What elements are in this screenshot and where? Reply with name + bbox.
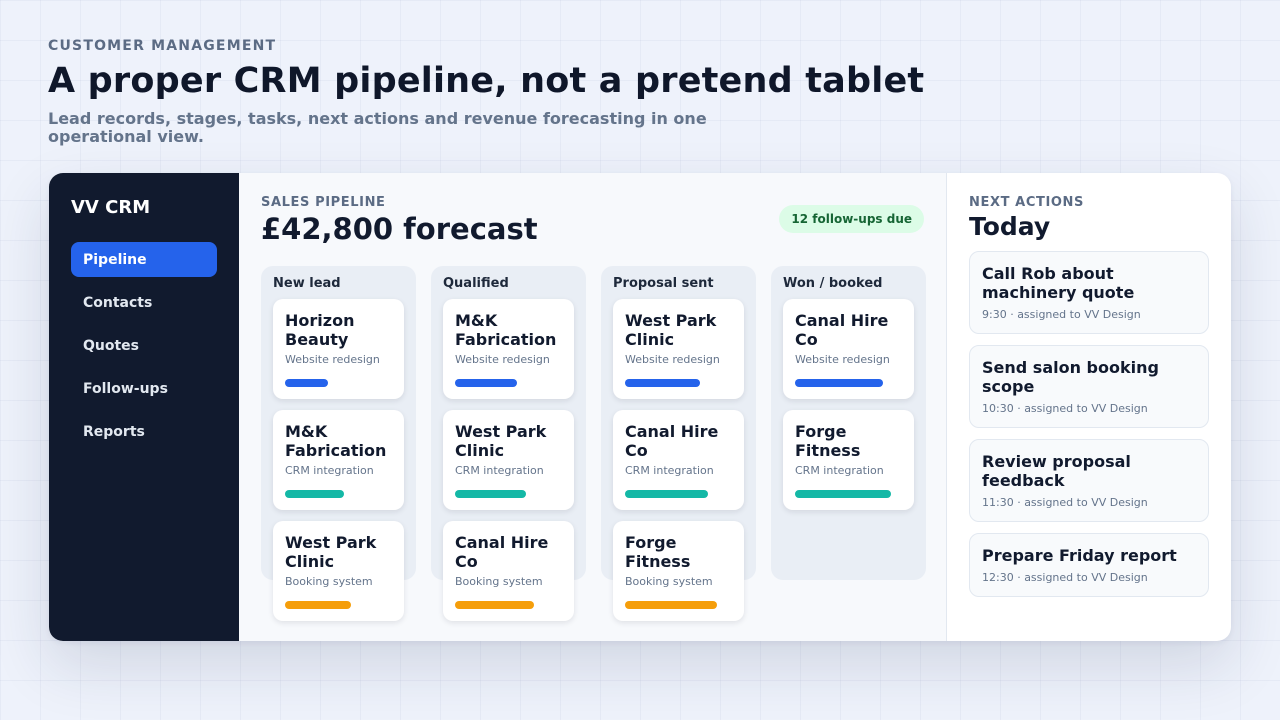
lead-card[interactable]: West Park Clinic Booking system xyxy=(273,521,404,621)
page-title: A proper CRM pipeline, not a pretend tab… xyxy=(48,61,925,101)
action-title: Call Rob about machinery quote xyxy=(982,264,1135,302)
lead-card-title: Forge Fitness xyxy=(795,422,861,460)
lead-card-project: Website redesign xyxy=(795,353,890,366)
lead-progress-bar xyxy=(795,379,883,387)
lead-progress-bar xyxy=(455,379,517,387)
lead-card-title: Horizon Beauty xyxy=(285,311,355,349)
lead-card[interactable]: Horizon Beauty Website redesign xyxy=(273,299,404,399)
pipeline-panel: SALES PIPELINE £42,800 forecast 12 follo… xyxy=(239,173,946,641)
lead-card[interactable]: M&K Fabrication Website redesign xyxy=(443,299,574,399)
lead-progress-bar xyxy=(285,601,351,609)
lead-progress-bar xyxy=(625,490,708,498)
action-item[interactable]: Call Rob about machinery quote 9:30 · as… xyxy=(969,251,1209,334)
lead-progress-bar xyxy=(625,379,700,387)
hero: CUSTOMER MANAGEMENT A proper CRM pipelin… xyxy=(48,38,948,146)
lead-card-title: Canal Hire Co xyxy=(455,533,549,571)
lead-card[interactable]: Canal Hire Co Booking system xyxy=(443,521,574,621)
lead-card[interactable]: M&K Fabrication CRM integration xyxy=(273,410,404,510)
lead-card-project: Website redesign xyxy=(455,353,550,366)
lead-card-title: West Park Clinic xyxy=(625,311,717,349)
sidebar-item-quotes[interactable]: Quotes xyxy=(83,337,140,354)
action-title: Prepare Friday report xyxy=(982,546,1177,565)
next-actions-heading: Today xyxy=(969,212,1051,241)
sidebar-item-contacts[interactable]: Contacts xyxy=(83,294,153,311)
pipeline-column: Proposal sent West Park Clinic Website red… xyxy=(601,266,756,621)
action-list: Call Rob about machinery quote 9:30 · as… xyxy=(969,251,1209,597)
action-item[interactable]: Review proposal feedback 11:30 · assigne… xyxy=(969,439,1209,522)
column-title: Qualified xyxy=(443,276,509,291)
lead-card-project: CRM integration xyxy=(455,464,544,477)
lead-card-project: Booking system xyxy=(285,575,373,588)
crm-app-window: VV CRM Pipeline Contacts Quotes Follow-u… xyxy=(49,173,1231,641)
action-title: Send salon booking scope xyxy=(982,358,1159,396)
kanban-board: New lead Horizon Beauty Website redesign M&… xyxy=(261,266,926,621)
page-subtitle: Lead records, stages, tasks, next action… xyxy=(48,109,707,146)
lead-progress-bar xyxy=(285,490,344,498)
action-meta: 12:30 · assigned to VV Design xyxy=(982,571,1148,584)
pipeline-column: Won / booked Canal Hire Co Website redesig… xyxy=(771,266,926,580)
next-actions-panel: NEXT ACTIONS Today Call Rob about machin… xyxy=(946,173,1231,641)
forecast-total: £42,800 forecast xyxy=(261,212,538,246)
lead-card-project: Booking system xyxy=(455,575,543,588)
lead-card-project: Booking system xyxy=(625,575,713,588)
lead-card-project: Website redesign xyxy=(625,353,720,366)
lead-card-title: West Park Clinic xyxy=(455,422,547,460)
action-item[interactable]: Prepare Friday report 12:30 · assigned t… xyxy=(969,533,1209,597)
brand-logo: VV CRM xyxy=(71,197,151,218)
column-title: Proposal sent xyxy=(613,276,714,291)
lead-card-title: Forge Fitness xyxy=(625,533,691,571)
lead-card-project: CRM integration xyxy=(625,464,714,477)
lead-progress-bar xyxy=(455,490,526,498)
lead-progress-bar xyxy=(285,379,328,387)
lead-card[interactable]: West Park Clinic Website redesign xyxy=(613,299,744,399)
lead-card[interactable]: Forge Fitness Booking system xyxy=(613,521,744,621)
lead-card-title: Canal Hire Co xyxy=(625,422,719,460)
sidebar-nav: Pipeline Contacts Quotes Follow-ups Repo… xyxy=(71,242,217,449)
lead-card[interactable]: Canal Hire Co CRM integration xyxy=(613,410,744,510)
sidebar: VV CRM Pipeline Contacts Quotes Follow-u… xyxy=(49,173,239,641)
column-title: Won / booked xyxy=(783,276,883,291)
next-actions-label: NEXT ACTIONS xyxy=(969,195,1084,210)
lead-card-title: M&K Fabrication xyxy=(455,311,557,349)
pipeline-section-label: SALES PIPELINE xyxy=(261,195,386,210)
follow-ups-badge[interactable]: 12 follow-ups due xyxy=(779,205,924,233)
lead-card-project: Website redesign xyxy=(285,353,380,366)
sidebar-item-pipeline[interactable]: Pipeline xyxy=(71,242,217,277)
action-title: Review proposal feedback xyxy=(982,452,1131,490)
lead-progress-bar xyxy=(795,490,891,498)
eyebrow: CUSTOMER MANAGEMENT xyxy=(48,38,277,54)
lead-card[interactable]: West Park Clinic CRM integration xyxy=(443,410,574,510)
lead-card[interactable]: Forge Fitness CRM integration xyxy=(783,410,914,510)
column-title: New lead xyxy=(273,276,341,291)
pipeline-column: New lead Horizon Beauty Website redesign M&… xyxy=(261,266,416,621)
lead-card-title: Canal Hire Co xyxy=(795,311,889,349)
pipeline-column: Qualified M&K Fabrication Website redesign… xyxy=(431,266,586,621)
lead-card[interactable]: Canal Hire Co Website redesign xyxy=(783,299,914,399)
lead-card-project: CRM integration xyxy=(285,464,374,477)
sidebar-item-follow-ups[interactable]: Follow-ups xyxy=(83,380,168,397)
sidebar-item-reports[interactable]: Reports xyxy=(83,423,145,440)
action-meta: 9:30 · assigned to VV Design xyxy=(982,308,1141,321)
lead-card-title: M&K Fabrication xyxy=(285,422,387,460)
action-meta: 10:30 · assigned to VV Design xyxy=(982,402,1148,415)
action-meta: 11:30 · assigned to VV Design xyxy=(982,496,1148,509)
lead-card-project: CRM integration xyxy=(795,464,884,477)
lead-card-title: West Park Clinic xyxy=(285,533,377,571)
lead-progress-bar xyxy=(625,601,717,609)
pipeline-header: SALES PIPELINE £42,800 forecast 12 follo… xyxy=(261,195,924,246)
lead-progress-bar xyxy=(455,601,534,609)
action-item[interactable]: Send salon booking scope 10:30 · assigne… xyxy=(969,345,1209,428)
